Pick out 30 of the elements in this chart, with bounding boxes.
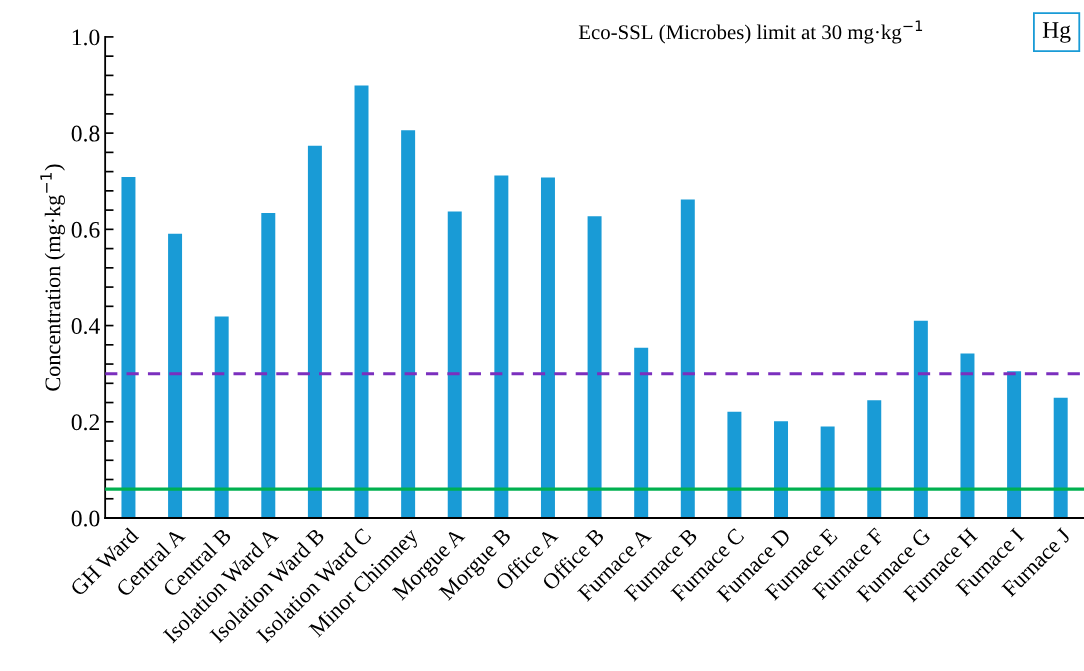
chart-title: Hg [1042, 22, 1071, 43]
y-tick-label: 0.4 [71, 318, 100, 335]
bar [168, 233, 183, 519]
y-tick-label: 0.2 [71, 414, 99, 431]
bar [121, 176, 136, 519]
bar [1007, 371, 1022, 519]
bar [307, 145, 322, 519]
bar [354, 85, 369, 519]
y-tick-label: 0.8 [71, 125, 100, 142]
bar [680, 199, 695, 519]
bar [214, 316, 229, 519]
bar [774, 421, 789, 519]
bar [820, 426, 835, 519]
bar [960, 353, 975, 519]
bar [867, 400, 882, 519]
bar [494, 175, 509, 519]
y-tick-label: 0.6 [71, 221, 100, 238]
bar [401, 130, 416, 519]
annotation: Eco-SSL (Microbes) limit at 30 mg·kg$^{−1}$ [578, 20, 923, 44]
y-tick-label: 0.0 [71, 510, 100, 527]
bar [447, 211, 462, 519]
bar [727, 411, 742, 519]
bar [261, 212, 276, 519]
bar [587, 216, 602, 519]
bar [913, 320, 928, 519]
y-axis-title: Concentration (mg·kg$^{−1}$) [40, 164, 65, 391]
bar [1053, 397, 1068, 519]
bar [634, 347, 649, 519]
bar [540, 177, 555, 519]
y-tick-label: 1.0 [72, 29, 100, 46]
